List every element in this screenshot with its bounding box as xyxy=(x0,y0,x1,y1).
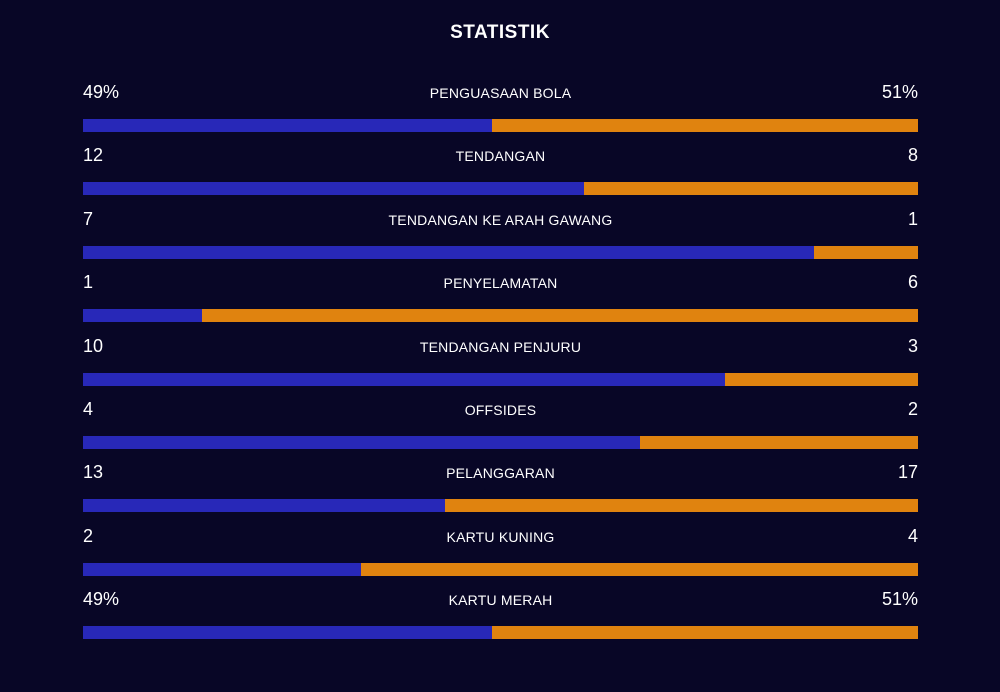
comparison-bar xyxy=(83,562,918,576)
home-bar xyxy=(83,119,493,132)
home-bar xyxy=(83,182,584,196)
stat-row-shots-on-target: 7 TENDANGAN KE ARAH GAWANG 1 xyxy=(83,207,918,270)
stat-label: PELANGGARAN xyxy=(446,465,555,482)
comparison-bar xyxy=(83,182,918,196)
stat-row-offsides: 4 OFFSIDES 2 xyxy=(83,397,918,460)
away-value: 6 xyxy=(907,272,918,293)
stat-label: KARTU KUNING xyxy=(446,528,555,545)
away-value: 2 xyxy=(907,398,918,419)
home-bar xyxy=(83,562,362,576)
home-value: 13 xyxy=(83,462,104,483)
stat-row-shots: 12 TENDANGAN 8 xyxy=(83,143,918,206)
stat-header: 1 PENYELAMATAN 6 xyxy=(83,270,918,298)
away-bar xyxy=(492,119,918,132)
stat-row-fouls: 13 PELANGGARAN 17 xyxy=(83,460,918,523)
away-value: 4 xyxy=(907,525,918,546)
home-value: 4 xyxy=(83,398,94,419)
home-bar xyxy=(83,245,814,259)
stat-header: 10 TENDANGAN PENJURU 3 xyxy=(83,334,918,362)
stat-row-red-cards: 49% KARTU MERAH 51% xyxy=(83,587,918,650)
stat-header: 7 TENDANGAN KE ARAH GAWANG 1 xyxy=(83,207,918,235)
stat-row-corners: 10 TENDANGAN PENJURU 3 xyxy=(83,334,918,397)
statistics-title: STATISTIK xyxy=(450,22,550,43)
comparison-bar xyxy=(83,309,918,323)
comparison-bar xyxy=(83,245,918,259)
stat-label: TENDANGAN KE ARAH GAWANG xyxy=(388,211,613,228)
away-value: 1 xyxy=(907,208,918,229)
stat-label: TENDANGAN PENJURU xyxy=(419,338,582,355)
comparison-bar xyxy=(83,435,918,449)
away-value: 17 xyxy=(897,462,918,483)
home-value: 49% xyxy=(83,82,120,102)
home-bar xyxy=(83,309,203,323)
away-bar xyxy=(492,626,918,640)
away-value: 51% xyxy=(881,589,918,610)
home-bar xyxy=(83,626,493,640)
stat-label: PENYELAMATAN xyxy=(443,275,558,292)
comparison-bar xyxy=(83,626,918,640)
stat-header: 13 PELANGGARAN 17 xyxy=(83,460,918,488)
away-value: 8 xyxy=(907,145,918,166)
comparison-bar xyxy=(83,499,918,513)
stats-list: 49% PENGUASAAN BOLA 51% 12 TENDANGAN 8 7… xyxy=(83,80,918,651)
home-bar xyxy=(83,372,726,386)
stat-row-yellow-cards: 2 KARTU KUNING 4 xyxy=(83,524,918,587)
away-value: 3 xyxy=(907,335,918,356)
home-value: 12 xyxy=(83,145,104,166)
stat-label: TENDANGAN xyxy=(455,148,546,165)
away-bar xyxy=(361,562,918,576)
home-value: 7 xyxy=(83,208,94,229)
stat-label: KARTU MERAH xyxy=(448,592,553,609)
home-value: 10 xyxy=(83,335,104,356)
stat-label: OFFSIDES xyxy=(464,401,537,418)
away-bar xyxy=(584,182,918,196)
away-bar xyxy=(725,372,918,386)
away-bar xyxy=(639,435,918,449)
home-bar xyxy=(83,435,640,449)
away-value: 51% xyxy=(881,82,918,102)
stat-header: 12 TENDANGAN 8 xyxy=(83,143,918,171)
comparison-bar xyxy=(83,372,918,386)
away-bar xyxy=(444,499,918,513)
stat-header: 49% PENGUASAAN BOLA 51% xyxy=(83,80,918,108)
home-value: 49% xyxy=(83,589,120,610)
away-bar xyxy=(813,245,918,259)
stat-header: 2 KARTU KUNING 4 xyxy=(83,524,918,552)
home-value: 2 xyxy=(83,525,94,546)
stat-row-saves: 1 PENYELAMATAN 6 xyxy=(83,270,918,333)
stat-header: 49% KARTU MERAH 51% xyxy=(83,587,918,615)
home-value: 1 xyxy=(83,272,94,293)
stat-header: 4 OFFSIDES 2 xyxy=(83,397,918,425)
stat-label: PENGUASAAN BOLA xyxy=(429,85,572,101)
away-bar xyxy=(202,309,918,323)
stat-row-ball-possession: 49% PENGUASAAN BOLA 51% xyxy=(83,80,918,143)
comparison-bar xyxy=(83,119,918,132)
home-bar xyxy=(83,499,445,513)
